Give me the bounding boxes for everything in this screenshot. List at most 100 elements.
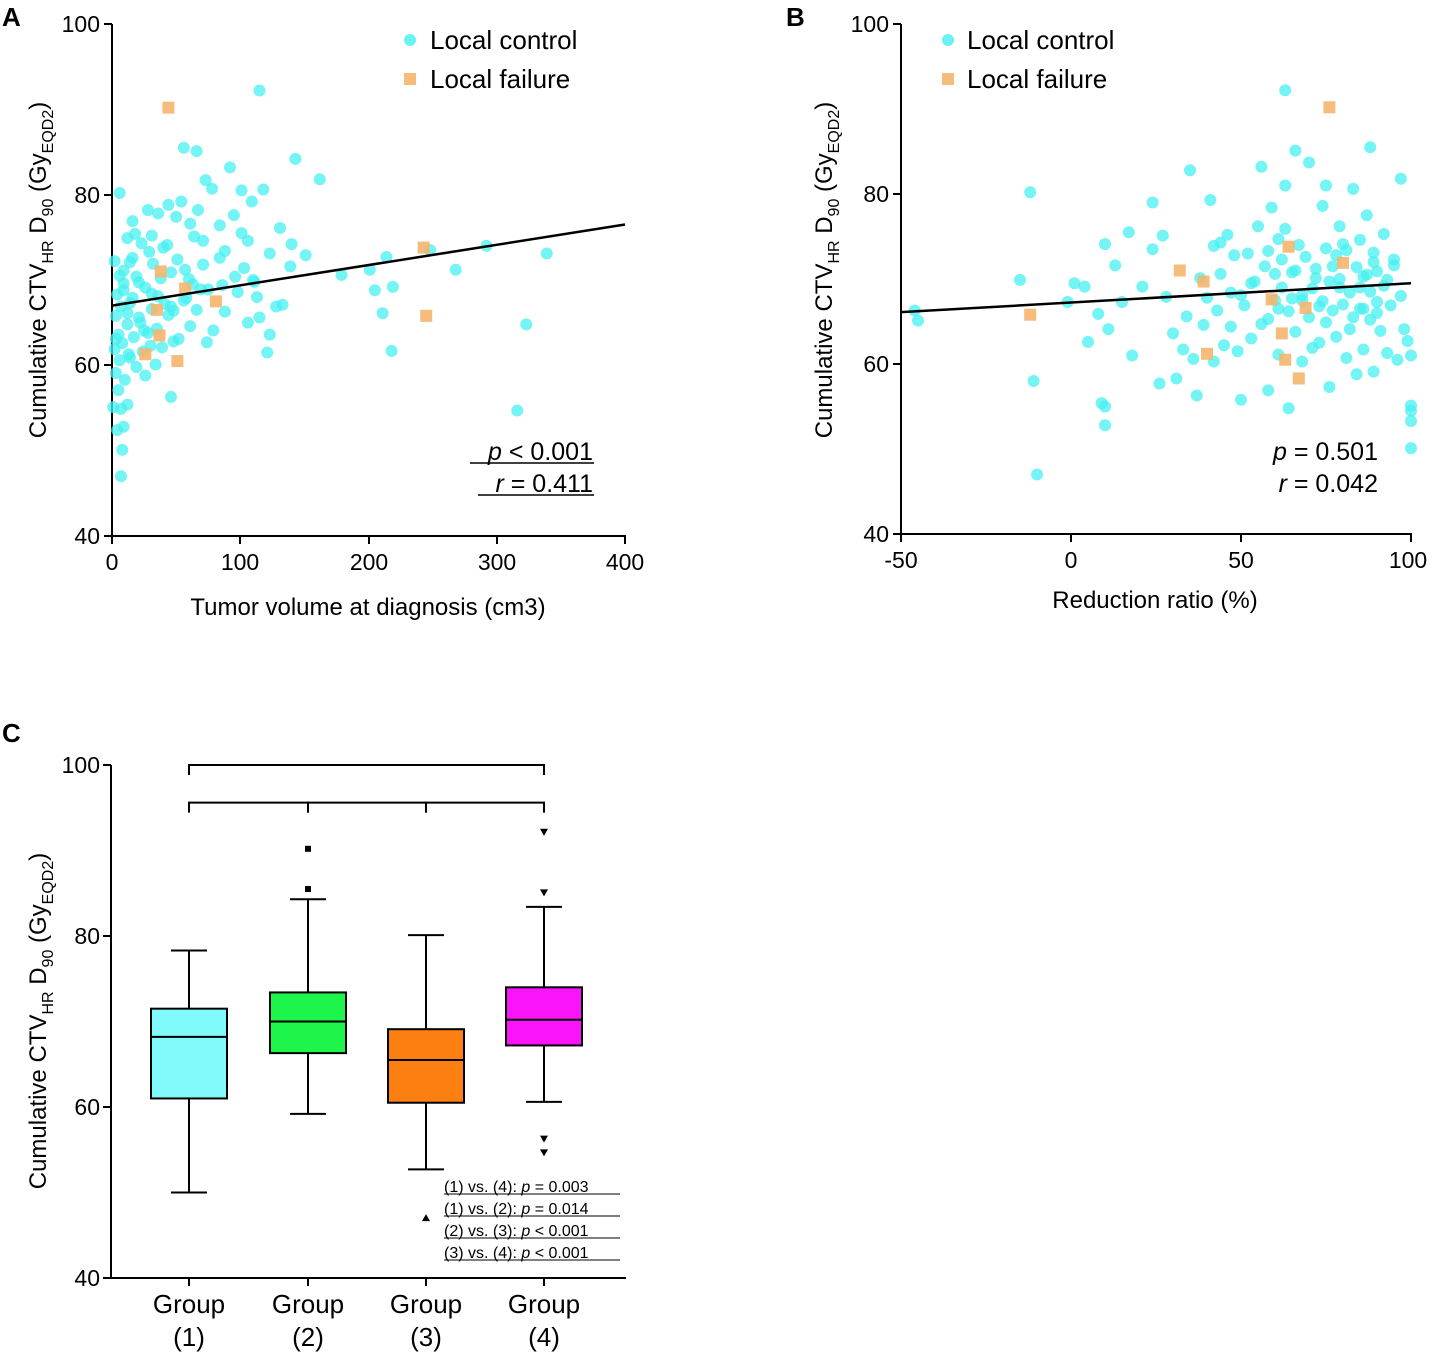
y-axis-label-b: Cumulative CTVHR D90 (GyEQD2) xyxy=(811,102,843,439)
group-number: (3) xyxy=(410,1322,442,1352)
y-axis-label-a: Cumulative CTVHR D90 (GyEQD2) xyxy=(25,102,57,439)
point-local-control xyxy=(197,234,210,247)
significance-bracket xyxy=(425,801,545,813)
point-local-control xyxy=(134,316,147,329)
point-local-control xyxy=(1289,325,1302,338)
point-local-control xyxy=(1170,372,1183,385)
point-local-control xyxy=(1337,238,1349,251)
point-local-control xyxy=(164,300,177,313)
point-local-control xyxy=(1187,352,1200,365)
significance-bracket xyxy=(188,801,309,813)
outlier-point xyxy=(540,889,548,897)
point-local-failure xyxy=(179,282,192,295)
point-local-control xyxy=(1272,302,1285,315)
point-local-control xyxy=(385,344,398,357)
point-local-failure xyxy=(1024,308,1037,321)
point-local-control xyxy=(1326,304,1339,317)
point-local-control xyxy=(1031,468,1043,481)
point-local-control xyxy=(1279,179,1292,192)
point-local-control xyxy=(1099,400,1111,413)
point-local-control xyxy=(1235,393,1247,406)
point-local-failure xyxy=(1299,301,1312,314)
legend-label-control: Local control xyxy=(967,25,1114,55)
comparison-2-3: (2) vs. (3): p < 0.001 xyxy=(444,1223,589,1240)
point-local-control xyxy=(376,307,389,320)
x-tick-label: 100 xyxy=(1389,547,1427,573)
point-local-control xyxy=(257,183,270,196)
point-local-control xyxy=(1109,259,1122,272)
y-tick-label: 100 xyxy=(62,11,100,37)
point-local-control xyxy=(1014,273,1026,286)
box-iqr xyxy=(150,1007,228,1100)
point-local-control xyxy=(117,284,130,297)
group-number: (2) xyxy=(292,1322,324,1352)
point-local-control xyxy=(1303,156,1315,169)
point-local-control xyxy=(1228,249,1241,262)
legend-marker-failure xyxy=(942,73,954,85)
point-local-control xyxy=(156,341,169,354)
point-local-control xyxy=(250,291,263,304)
point-local-control xyxy=(238,262,251,275)
point-local-control xyxy=(1238,299,1251,312)
point-local-control xyxy=(126,215,139,228)
point-local-control xyxy=(1343,286,1356,299)
point-local-control xyxy=(1405,414,1417,427)
legend-label-failure: Local failure xyxy=(430,64,570,94)
group-number: (1) xyxy=(173,1322,205,1352)
point-local-control xyxy=(1330,330,1343,343)
x-tick-label: 400 xyxy=(606,549,644,575)
point-local-control xyxy=(1241,247,1254,260)
point-local-control xyxy=(1367,246,1380,259)
point-local-control xyxy=(167,335,180,348)
point-local-control xyxy=(1371,265,1383,278)
point-local-control xyxy=(127,331,140,344)
comparison-3-4: (3) vs. (4): p < 0.001 xyxy=(444,1245,589,1262)
point-local-control xyxy=(1391,353,1404,366)
point-local-failure xyxy=(153,329,166,342)
fit-line-a xyxy=(111,223,626,307)
point-local-control xyxy=(912,314,924,327)
point-local-control xyxy=(1262,244,1275,257)
point-local-control xyxy=(299,249,312,262)
group-number: (4) xyxy=(528,1322,560,1352)
point-local-control xyxy=(1258,260,1271,273)
group-label: Group xyxy=(390,1289,462,1319)
point-local-control xyxy=(1401,335,1414,348)
y-tick-label: 80 xyxy=(863,181,889,207)
y-tick-label: 60 xyxy=(863,351,889,377)
y-tick-label: 40 xyxy=(74,1265,100,1291)
point-local-control xyxy=(1340,352,1353,365)
point-local-control xyxy=(1116,295,1128,308)
y-axis-a: 40 60 80 100 xyxy=(62,11,113,549)
point-local-control xyxy=(130,361,143,374)
points-a xyxy=(107,84,553,483)
point-local-control xyxy=(1309,262,1322,275)
point-local-control xyxy=(112,384,125,397)
point-local-control xyxy=(1320,242,1332,255)
x-axis-label-b: Reduction ratio (%) xyxy=(1052,587,1257,614)
point-local-control xyxy=(1323,380,1336,393)
significance-bracket xyxy=(307,801,427,813)
point-local-control xyxy=(253,311,266,324)
point-local-control xyxy=(1357,302,1370,315)
point-local-failure xyxy=(1173,264,1186,277)
point-local-control xyxy=(1394,290,1407,302)
point-local-control xyxy=(335,268,348,281)
point-local-control xyxy=(123,351,136,364)
point-local-control xyxy=(1326,260,1339,273)
point-local-failure xyxy=(171,355,184,368)
point-local-failure xyxy=(1337,256,1349,269)
point-local-control xyxy=(1146,243,1159,256)
point-local-control xyxy=(1282,402,1295,415)
point-local-control xyxy=(1405,349,1417,362)
point-local-control xyxy=(113,186,126,199)
y-tick-label: 80 xyxy=(74,923,100,949)
point-local-control xyxy=(229,270,242,283)
point-local-control xyxy=(261,346,274,359)
point-local-control xyxy=(1252,220,1264,233)
x-tick-label: 50 xyxy=(1228,547,1254,573)
y-tick-label: 40 xyxy=(74,523,100,549)
point-local-failure xyxy=(420,309,433,322)
point-local-control xyxy=(1320,179,1332,192)
x-axis-label-a: Tumor volume at diagnosis (cm3) xyxy=(190,594,545,621)
